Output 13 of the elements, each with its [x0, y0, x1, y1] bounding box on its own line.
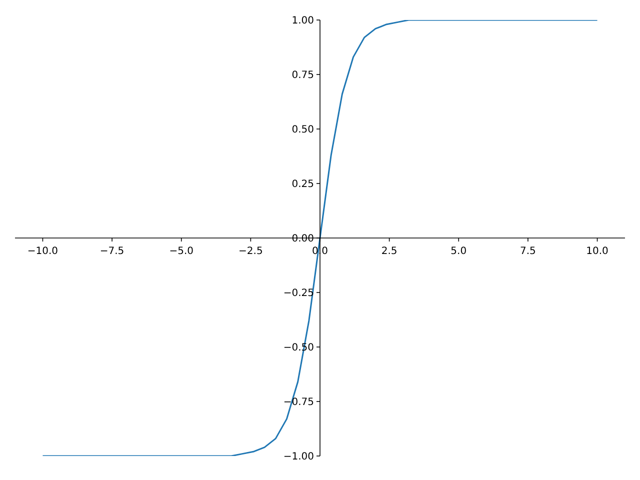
x-tick-label: 5.0 — [450, 246, 467, 257]
y-tick-label: 0.25 — [292, 179, 314, 190]
x-tick-label: 7.5 — [520, 246, 536, 257]
x-tick-label: −10.0 — [27, 246, 58, 257]
y-tick-label: 1.00 — [292, 16, 314, 26]
x-tick-label: 2.5 — [381, 246, 398, 257]
x-tick-label: −7.5 — [100, 246, 124, 257]
y-tick-label: −1.00 — [283, 452, 314, 462]
y-tick-label: 0.75 — [292, 70, 314, 81]
x-tick-label: −5.0 — [169, 246, 194, 257]
y-tick-label: 0.50 — [292, 124, 314, 136]
x-tick-label: −2.5 — [238, 246, 263, 257]
x-tick-label: 10.0 — [586, 246, 608, 257]
